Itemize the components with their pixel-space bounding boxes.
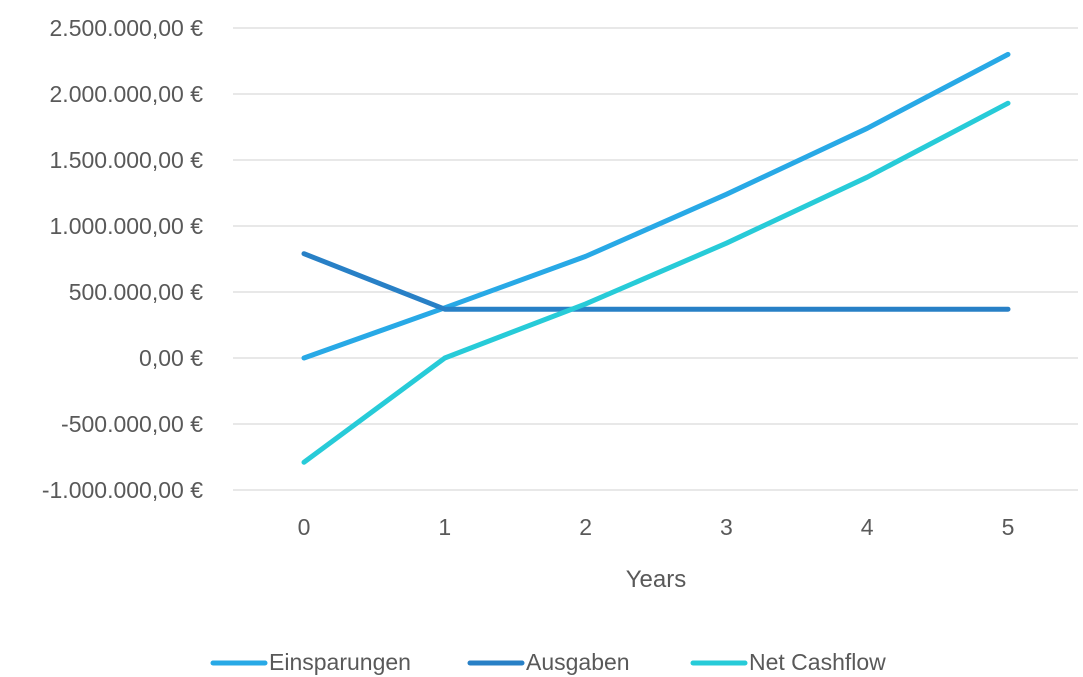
x-tick-label: 2: [579, 514, 592, 540]
x-axis-tick-labels: 0 1 2 3 4 5: [298, 514, 1015, 540]
series-lines: [301, 51, 1011, 465]
legend-item-net-cashflow: Net Cashflow: [690, 649, 886, 675]
series-line-net-cashflow: [301, 100, 1011, 465]
x-tick-label: 4: [861, 514, 874, 540]
y-axis-tick-labels: -1.000.000,00 € -500.000,00 € 0,00 € 500.00…: [42, 15, 203, 503]
x-tick-label: 0: [298, 514, 311, 540]
legend-label: Einsparungen: [269, 649, 411, 675]
x-tick-label: 3: [720, 514, 733, 540]
y-tick-label: 1.500.000,00 €: [50, 147, 204, 173]
y-tick-label: 2.000.000,00 €: [50, 81, 204, 107]
legend: Einsparungen Ausgaben Net Cashflow: [210, 649, 886, 675]
series-line-ausgaben: [301, 251, 1011, 312]
legend-label: Ausgaben: [526, 649, 630, 675]
y-tick-label: 1.000.000,00 €: [50, 213, 204, 239]
y-tick-label: 2.500.000,00 €: [50, 15, 204, 41]
x-tick-label: 5: [1002, 514, 1015, 540]
x-tick-label: 1: [438, 514, 451, 540]
y-tick-label: -1.000.000,00 €: [42, 477, 203, 503]
legend-item-ausgaben: Ausgaben: [467, 649, 630, 675]
legend-label: Net Cashflow: [749, 649, 886, 675]
y-tick-label: -500.000,00 €: [61, 411, 203, 437]
x-axis-title: Years: [626, 566, 687, 593]
y-tick-label: 500.000,00 €: [69, 279, 204, 305]
legend-item-einsparungen: Einsparungen: [210, 649, 411, 675]
series-line-einsparungen: [301, 51, 1011, 361]
y-tick-label: 0,00 €: [139, 345, 203, 371]
